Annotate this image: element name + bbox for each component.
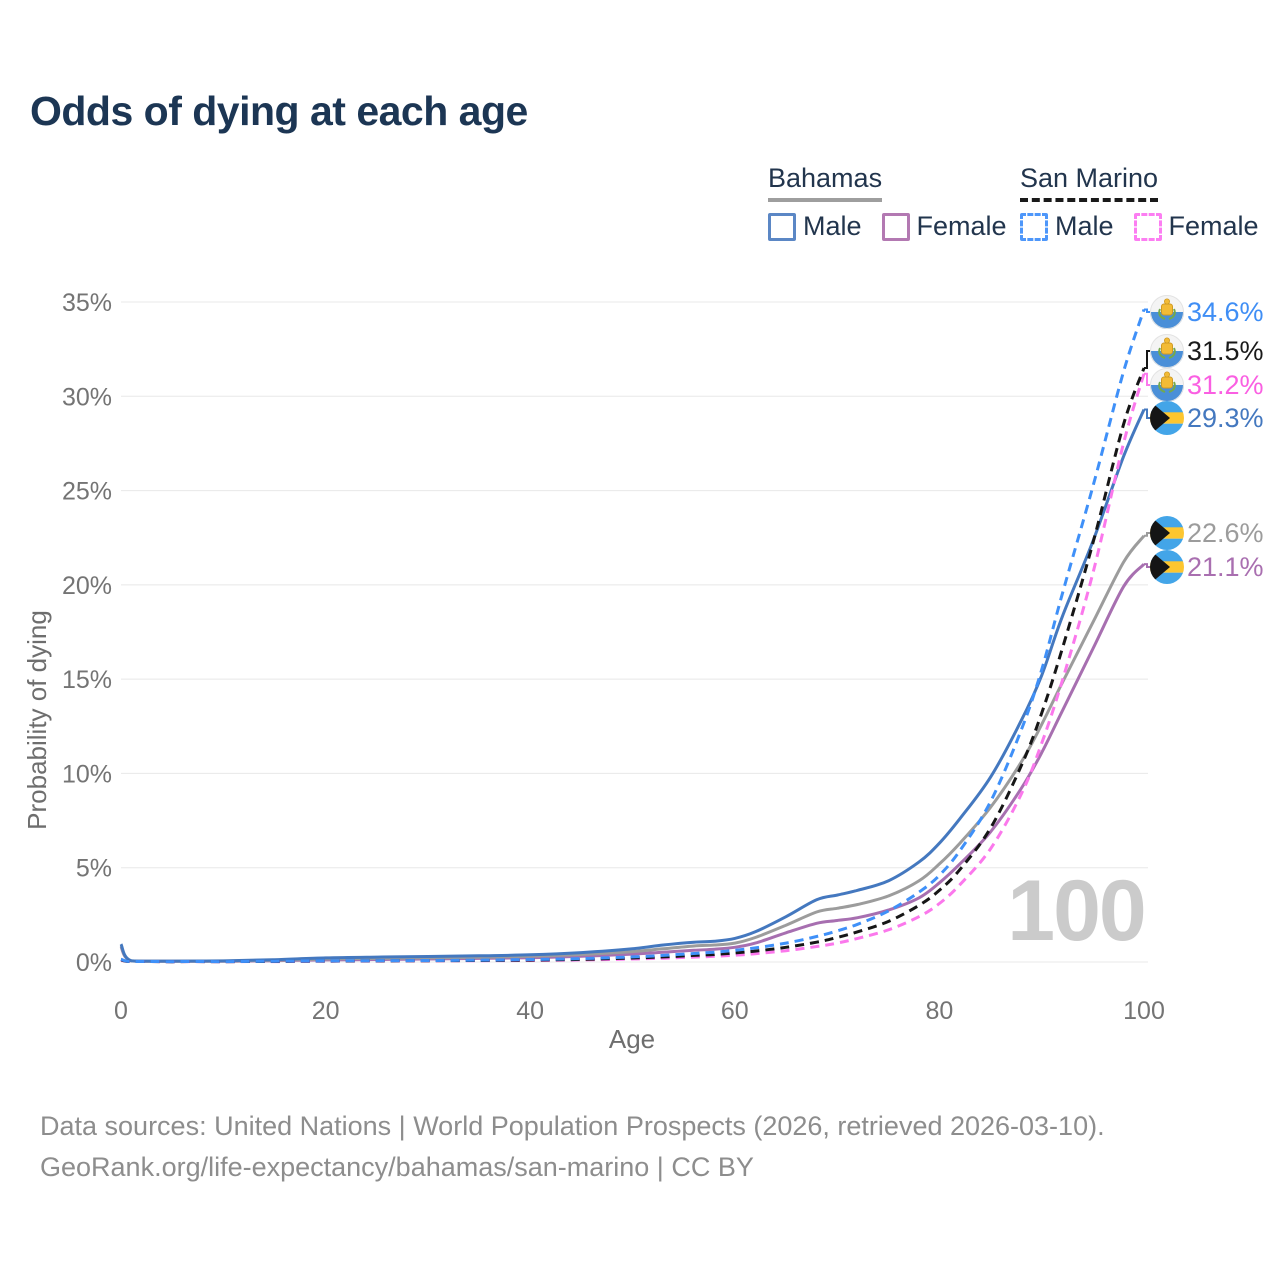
legend-country-label: San Marino: [1020, 163, 1159, 193]
line-san-marino-all[interactable]: [120, 367, 1146, 964]
chart-title: Odds of dying at each age: [30, 88, 528, 134]
end-value-bahamas-female: 21.1%: [1187, 552, 1264, 582]
data-sources-line: Data sources: United Nations | World Pop…: [40, 1111, 1105, 1141]
line-bahamas-all[interactable]: [119, 534, 1146, 963]
flag-bahamas-icon: [1150, 516, 1184, 550]
legend-item-label: Male: [803, 211, 862, 241]
y-tick-label: 20%: [62, 572, 112, 600]
connector-bahamas-female: [1144, 563, 1151, 568]
y-tick-label: 35%: [62, 289, 112, 317]
line-bahamas-female[interactable]: [119, 563, 1146, 963]
legend-country-label: Bahamas: [768, 163, 883, 193]
x-tick-label: 20: [312, 997, 340, 1025]
line-san-marino-female[interactable]: [120, 373, 1146, 964]
y-tick-label: 10%: [62, 760, 112, 788]
legend-item-bahamas-female[interactable]: Female: [881, 211, 1007, 242]
legend-items-bahamas: Male Female: [768, 211, 1007, 242]
x-tick-label: 80: [925, 997, 953, 1025]
legend-group-san-marino: San Marino Male Female: [1020, 163, 1259, 242]
legend-item-san-marino-female[interactable]: Female: [1133, 211, 1259, 242]
legend-items-san-marino: Male Female: [1020, 211, 1259, 242]
line-san-marino-male[interactable]: [120, 309, 1146, 964]
end-value-bahamas-male: 29.3%: [1187, 403, 1264, 433]
hover-age-indicator: 100: [1007, 863, 1147, 959]
x-tick-label: 60: [721, 997, 749, 1025]
checkbox-bahamas-male[interactable]: [768, 212, 796, 241]
checkbox-san-marino-male[interactable]: [1020, 212, 1048, 241]
connector-san-marino-male: [1144, 308, 1151, 313]
y-tick-label: 25%: [62, 478, 112, 506]
flag-san-marino-icon: [1150, 295, 1184, 329]
flag-san-marino-icon: [1150, 368, 1184, 402]
legend-item-bahamas-male[interactable]: Male: [768, 211, 862, 242]
end-value-bahamas-all: 22.6%: [1187, 518, 1264, 548]
connector-san-marino-all: [1144, 350, 1151, 369]
legend-country-bahamas[interactable]: Bahamas: [768, 163, 883, 202]
end-value-san-marino-all: 31.5%: [1187, 336, 1264, 366]
checkbox-bahamas-female[interactable]: [881, 212, 910, 241]
legend: Bahamas Male Female San Marino M: [0, 163, 1280, 247]
connector-san-marino-female: [1144, 372, 1151, 386]
legend-item-san-marino-male[interactable]: Male: [1020, 211, 1114, 242]
checkbox-san-marino-female[interactable]: [1133, 212, 1162, 241]
connector-bahamas-all: [1144, 532, 1151, 537]
y-tick-label: 30%: [62, 383, 112, 411]
x-tick-label: 0: [114, 997, 128, 1025]
y-tick-label: 15%: [62, 666, 112, 694]
end-value-san-marino-male: 34.6%: [1187, 297, 1264, 327]
flag-bahamas-icon: [1150, 401, 1184, 435]
x-tick-label: 40: [516, 997, 544, 1025]
footer-attribution-line: GeoRank.org/life-expectancy/bahamas/san-…: [40, 1152, 754, 1182]
flag-bahamas-icon: [1150, 550, 1184, 584]
legend-group-bahamas: Bahamas Male Female: [768, 163, 1007, 242]
footer: Data sources: United Nations | World Pop…: [40, 1106, 1105, 1188]
x-tick-label: 100: [1123, 997, 1165, 1025]
legend-item-label: Male: [1055, 211, 1114, 241]
legend-country-san-marino[interactable]: San Marino: [1020, 163, 1159, 202]
flag-san-marino-icon: [1150, 334, 1184, 368]
legend-item-label: Female: [916, 211, 1007, 241]
end-value-san-marino-female: 31.2%: [1187, 370, 1264, 400]
y-tick-label: 5%: [76, 855, 112, 883]
x-axis-title: Age: [609, 1024, 655, 1054]
y-tick-label: 0%: [76, 949, 112, 977]
y-axis-title: Probability of dying: [22, 610, 52, 830]
connector-bahamas-male: [1144, 408, 1151, 419]
line-bahamas-male[interactable]: [119, 408, 1146, 963]
legend-item-label: Female: [1168, 211, 1259, 241]
